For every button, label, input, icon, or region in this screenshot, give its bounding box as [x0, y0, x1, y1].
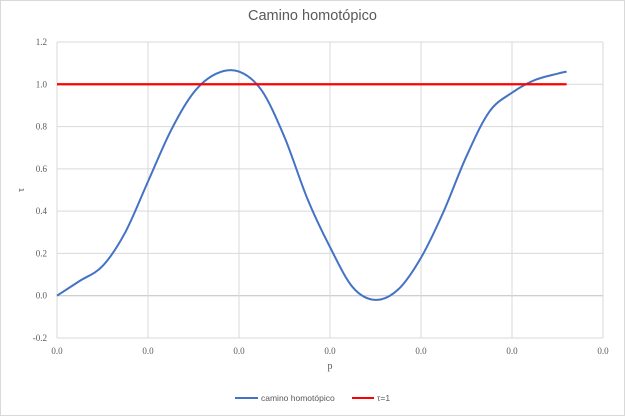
x-tick-label: 0.0 — [142, 346, 154, 356]
y-tick-label: 0.6 — [36, 164, 48, 174]
y-tick-label: 0.0 — [36, 291, 48, 301]
y-tick-label: 1.0 — [36, 79, 48, 89]
y-tick-label: -0.2 — [33, 333, 47, 343]
tick-labels: -0.2 0.0 0.2 0.4 0.6 0.8 1.0 1.2 0.0 0.0 0.0 0.0 0.0… — [33, 37, 609, 356]
chart-title: Camino homotópico — [248, 8, 377, 24]
y-tick-label: 0.8 — [36, 122, 48, 132]
x-tick-label: 0.0 — [506, 346, 518, 356]
y-tick-label: 0.2 — [36, 248, 47, 258]
y-tick-label: 0.4 — [36, 206, 48, 216]
legend-label-series-1: camino homotópico — [261, 393, 335, 403]
y-axis-label: τ — [16, 188, 27, 192]
legend: camino homotópico τ=1 — [235, 393, 390, 403]
legend-label-series-2: τ=1 — [377, 393, 390, 403]
x-tick-label: 0.0 — [597, 346, 609, 356]
x-axis-label: p — [328, 361, 333, 372]
x-tick-label: 0.0 — [415, 346, 427, 356]
x-tick-label: 0.0 — [51, 346, 63, 356]
series-group — [56, 69, 567, 301]
series-line-camino — [56, 69, 567, 301]
x-tick-label: 0.0 — [324, 346, 336, 356]
x-tick-label: 0.0 — [233, 346, 245, 356]
y-tick-label: 1.2 — [36, 37, 47, 47]
